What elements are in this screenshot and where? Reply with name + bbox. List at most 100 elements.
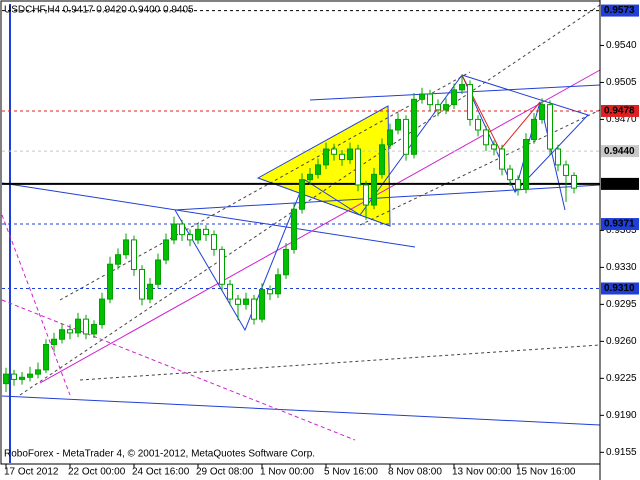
candle-body [419, 93, 425, 100]
level-label-box [601, 4, 639, 17]
x-tick-label: 8 Nov 08:00 [388, 467, 442, 478]
channel-line [359, 109, 601, 226]
level-label: 0.9478 [604, 106, 635, 117]
channel-line [79, 344, 601, 381]
candle-body [243, 298, 249, 305]
channel-line [19, 4, 601, 396]
candle-body [523, 139, 529, 190]
candle-body [75, 318, 81, 334]
x-tick-label: 29 Oct 08:00 [196, 467, 254, 478]
y-tick-label: 0.9540 [606, 40, 637, 51]
footer: RoboForex - MetaTrader 4, © 2001-2012, M… [4, 449, 315, 460]
level-label-box [601, 145, 639, 158]
x-tick-label: 13 Nov 00:00 [452, 467, 512, 478]
candle-body [467, 84, 473, 120]
candle-body [491, 144, 497, 150]
candle-body [107, 263, 113, 300]
candle-body [227, 283, 233, 300]
candle-body [11, 373, 17, 380]
candle-body [547, 104, 553, 150]
candle-body [59, 329, 65, 340]
candle-body [323, 148, 329, 166]
candle-body [339, 153, 345, 161]
candle-body [83, 318, 89, 335]
level-label: 0.9409 [604, 179, 635, 190]
y-tick-label: 0.9225 [606, 373, 637, 384]
candle-body [51, 338, 57, 346]
candle-body [35, 369, 41, 375]
candle-body [27, 373, 33, 378]
y-tick-label: 0.9190 [606, 410, 637, 421]
candle-body [347, 148, 353, 161]
candle-body [307, 173, 313, 181]
candle-body [91, 323, 97, 335]
candle-body [379, 144, 385, 175]
candle-body [475, 118, 481, 131]
y-tick-label: 0.9295 [606, 299, 637, 310]
candle-body [211, 234, 217, 250]
wave-line [461, 74, 589, 193]
drawing-objects [1, 4, 601, 463]
candle-body [163, 239, 169, 261]
y-tick-label: 0.9155 [606, 447, 637, 458]
x-tick-label: 22 Oct 00:00 [68, 467, 126, 478]
candle-body [139, 268, 145, 300]
y-tick-label: 0.9365 [606, 225, 637, 236]
candle-body [403, 118, 409, 155]
trend-line [1, 299, 356, 441]
candle-body [267, 289, 273, 295]
candle-body [115, 254, 121, 265]
candle-body [259, 289, 265, 320]
axes: 0.9540 0.9505 0.9470 0.9365 0.9330 0.9295 0.92… [4, 4, 639, 478]
candle-body [371, 173, 377, 206]
candle-body [443, 104, 449, 111]
candle-body [571, 174, 577, 189]
x-tick-label: 1 Nov 00:00 [260, 467, 314, 478]
candle-body [171, 223, 177, 241]
candles [3, 75, 577, 393]
candle-body [195, 228, 201, 241]
candle-body [563, 164, 569, 176]
candle-body [155, 259, 161, 285]
candle-body [99, 298, 105, 325]
trend-line [39, 69, 601, 384]
candle-body [19, 376, 25, 380]
candle-body [555, 148, 561, 166]
candle-body [187, 234, 193, 241]
candle-body [67, 329, 73, 334]
x-tick-label: 24 Oct 16:00 [132, 467, 190, 478]
candle-body [451, 89, 457, 106]
candle-body [363, 184, 369, 206]
candle-body [395, 118, 401, 131]
candle-body [531, 118, 537, 141]
candle-body [331, 148, 337, 155]
candle-body [499, 148, 505, 170]
candle-body [179, 223, 185, 236]
candle-body [3, 373, 9, 385]
level-label-box [601, 104, 639, 117]
trend-line [1, 182, 416, 248]
candle-body [283, 248, 289, 276]
candle-body [411, 98, 417, 155]
candle-body [459, 84, 465, 91]
y-tick-label: 0.9470 [606, 114, 637, 125]
candle-body [43, 344, 49, 371]
candle-body [291, 208, 297, 250]
candle-body [427, 93, 433, 106]
candle-body [147, 283, 153, 300]
x-tick-label: 17 Oct 2012 [4, 467, 59, 478]
candle-body [355, 148, 361, 186]
candle-body [483, 129, 489, 146]
candle-body [275, 274, 281, 295]
x-tick-label: 5 Nov 16:00 [324, 467, 378, 478]
y-tick-label: 0.9260 [606, 336, 637, 347]
candle-body [203, 228, 209, 236]
candle-body [299, 179, 305, 210]
level-label: 0.9310 [604, 283, 635, 294]
channel-line [59, 71, 471, 301]
chart-title: USDCHF,H4 0.9417 0.9420 0.9400 0.9405 [4, 5, 194, 16]
